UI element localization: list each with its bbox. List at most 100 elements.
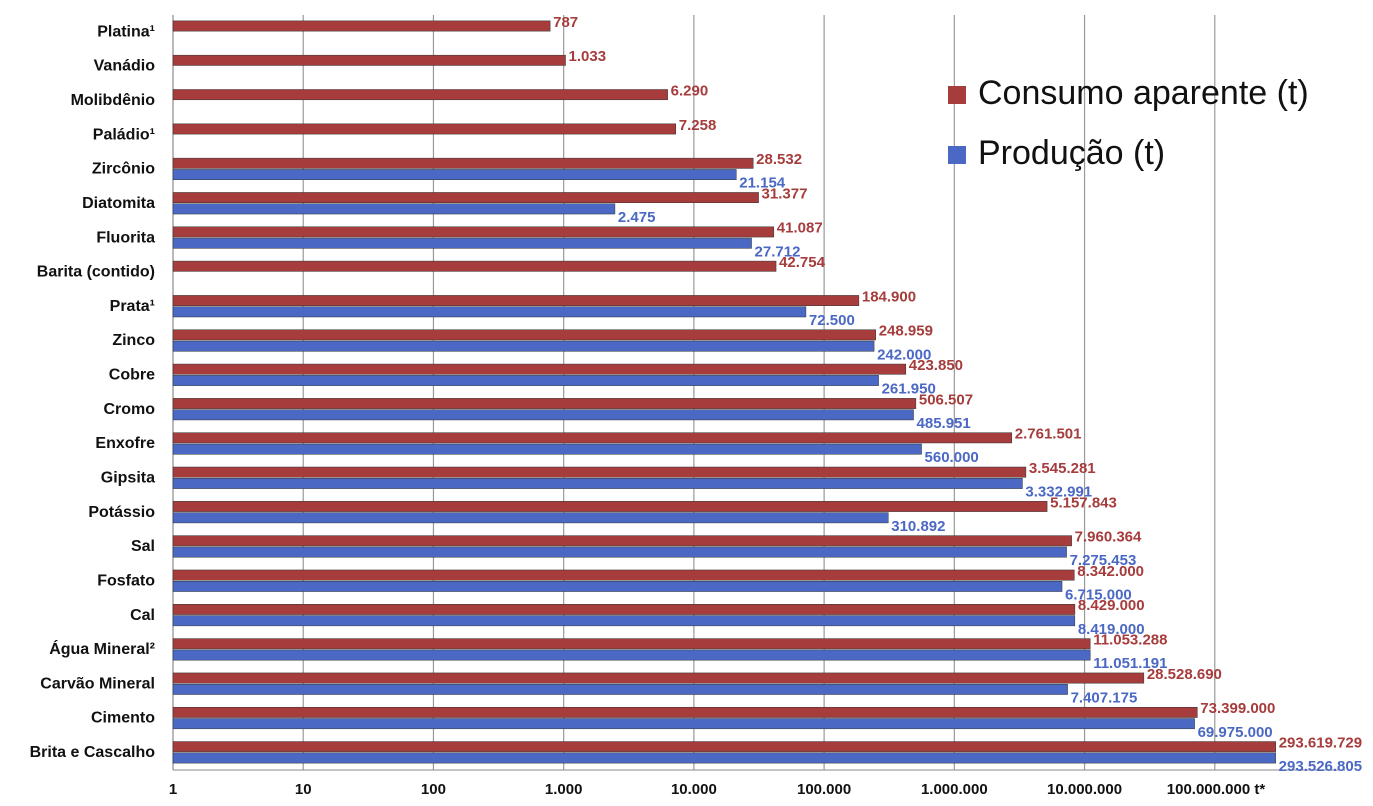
category-label: Zircônio [92, 161, 155, 178]
value-label: 485.951 [917, 415, 971, 432]
bar [172, 569, 1075, 581]
bar [172, 340, 875, 352]
legend-label: Consumo aparente (t) [978, 74, 1309, 112]
bar [172, 581, 1063, 592]
category-label: Água Mineral² [49, 639, 155, 658]
bar [172, 89, 668, 101]
bar [172, 718, 1195, 730]
value-label: 21.154 [739, 175, 786, 192]
bar [172, 123, 677, 135]
category-label: Cromo [103, 401, 155, 418]
bar [172, 535, 1072, 547]
value-label: 3.545.281 [1029, 460, 1096, 477]
value-label: 248.959 [879, 323, 933, 340]
value-label: 2.761.501 [1015, 426, 1082, 443]
bar [172, 478, 1023, 489]
category-label: Fluorita [96, 229, 155, 246]
legend-swatch [948, 146, 966, 164]
value-label: 72.500 [809, 312, 855, 329]
legend-swatch [948, 86, 966, 104]
bar [172, 192, 759, 203]
bar [172, 683, 1068, 695]
value-label: 7.407.175 [1071, 689, 1138, 706]
category-label: Fosfato [97, 572, 155, 589]
bar [172, 752, 1276, 764]
value-label: 293.619.729 [1279, 735, 1362, 752]
category-label: Vanádio [94, 58, 156, 75]
value-label: 1.033 [569, 48, 607, 65]
value-label: 242.000 [877, 346, 931, 363]
category-label: Carvão Mineral [40, 675, 155, 692]
value-label: 184.900 [862, 288, 916, 305]
x-tick-label: 1.000.000 [921, 781, 988, 798]
value-label: 3.332.991 [1025, 484, 1092, 501]
category-label: Barita (contido) [37, 264, 155, 281]
value-label: 28.528.690 [1147, 666, 1222, 683]
value-label: 8.342.000 [1077, 563, 1144, 580]
x-tick-label: 100.000.000 t* [1167, 781, 1266, 798]
bar [172, 409, 914, 421]
category-label: Paládio¹ [93, 126, 155, 143]
category-label: Platina¹ [97, 23, 155, 40]
bar [172, 604, 1076, 615]
x-tick-label: 10.000.000 [1047, 781, 1122, 798]
value-label: 41.087 [777, 220, 823, 237]
bar [172, 329, 876, 341]
value-label: 5.157.843 [1050, 494, 1117, 511]
value-label: 787 [553, 14, 578, 31]
bar [172, 546, 1067, 558]
value-label: 11.051.191 [1093, 655, 1167, 672]
bar [172, 649, 1091, 661]
bar [172, 226, 775, 238]
bar [172, 432, 1013, 444]
bar [172, 501, 1048, 512]
x-tick-label: 1.000 [545, 781, 583, 798]
category-label: Molibdênio [71, 92, 156, 109]
category-label: Zinco [112, 332, 155, 349]
value-label: 7.275.453 [1070, 552, 1137, 569]
legend-label: Produção (t) [978, 134, 1165, 172]
bar [172, 157, 754, 169]
x-tick-label: 100 [421, 781, 446, 798]
bar [172, 638, 1091, 650]
value-label: 2.475 [618, 209, 656, 226]
value-label: 293.526.805 [1279, 758, 1362, 775]
bar [172, 203, 616, 215]
bar [172, 466, 1027, 478]
category-label: Sal [131, 538, 155, 555]
bar [172, 706, 1198, 718]
value-label: 7.960.364 [1075, 529, 1142, 546]
category-label: Enxofre [95, 435, 155, 452]
x-tick-label: 10.000 [671, 781, 717, 798]
bar [172, 398, 917, 409]
bar [172, 306, 807, 318]
value-label: 42.754 [779, 254, 826, 271]
bar [172, 295, 860, 306]
bar [172, 375, 879, 386]
bar [172, 615, 1076, 627]
category-label: Cimento [91, 710, 155, 727]
value-label: 506.507 [919, 391, 973, 408]
value-label: 6.290 [671, 82, 709, 99]
value-label: 310.892 [891, 518, 945, 535]
value-label: 27.712 [755, 243, 801, 260]
category-label: Diatomita [82, 195, 155, 212]
category-label: Cobre [109, 367, 155, 384]
value-label: 28.532 [756, 151, 802, 168]
bar [172, 20, 551, 32]
bar [172, 54, 566, 66]
bar [172, 512, 889, 524]
bar [172, 672, 1145, 684]
value-label: 261.950 [882, 381, 936, 398]
bar [172, 741, 1276, 753]
category-label: Gipsita [101, 470, 155, 487]
value-label: 423.850 [909, 357, 963, 374]
value-label: 31.377 [762, 185, 808, 202]
x-tick-label: 1 [169, 781, 177, 798]
value-label: 73.399.000 [1200, 700, 1275, 717]
value-label: 11.053.288 [1093, 632, 1167, 649]
category-label: Potássio [88, 504, 155, 521]
bar [172, 363, 907, 375]
value-label: 6.715.000 [1065, 587, 1132, 604]
